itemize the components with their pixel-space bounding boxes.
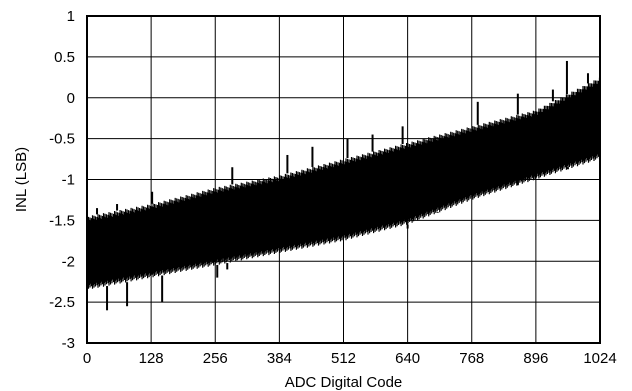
plot-frame <box>86 15 601 344</box>
y-tick-label: -2.5 <box>49 294 75 311</box>
x-tick-label: 896 <box>523 350 548 367</box>
x-axis-title: ADC Digital Code <box>285 374 403 391</box>
y-tick-label: -1 <box>62 172 75 189</box>
x-tick-label: 128 <box>139 350 164 367</box>
x-tick-label: 256 <box>203 350 228 367</box>
y-tick-labels: -3 -2.5 -2 -1.5 -1 -0.5 0 0.5 1 <box>49 8 75 352</box>
y-tick-label: -0.5 <box>49 131 75 148</box>
x-tick-label: 512 <box>331 350 356 367</box>
x-tick-label: 384 <box>267 350 292 367</box>
y-tick-label: 0.5 <box>54 49 75 66</box>
y-tick-label: -2 <box>62 253 75 270</box>
x-tick-label: 768 <box>459 350 484 367</box>
x-tick-label: 1024 <box>583 350 616 367</box>
y-axis-title: INL (LSB) <box>13 147 30 212</box>
x-tick-labels: 0 128 256 384 512 640 768 896 1024 <box>83 350 617 367</box>
y-tick-label: 1 <box>67 8 75 25</box>
x-tick-label: 0 <box>83 350 91 367</box>
x-tick-label: 640 <box>395 350 420 367</box>
y-tick-label: 0 <box>67 90 75 107</box>
y-tick-label: -3 <box>62 335 75 352</box>
y-tick-label: -1.5 <box>49 212 75 229</box>
